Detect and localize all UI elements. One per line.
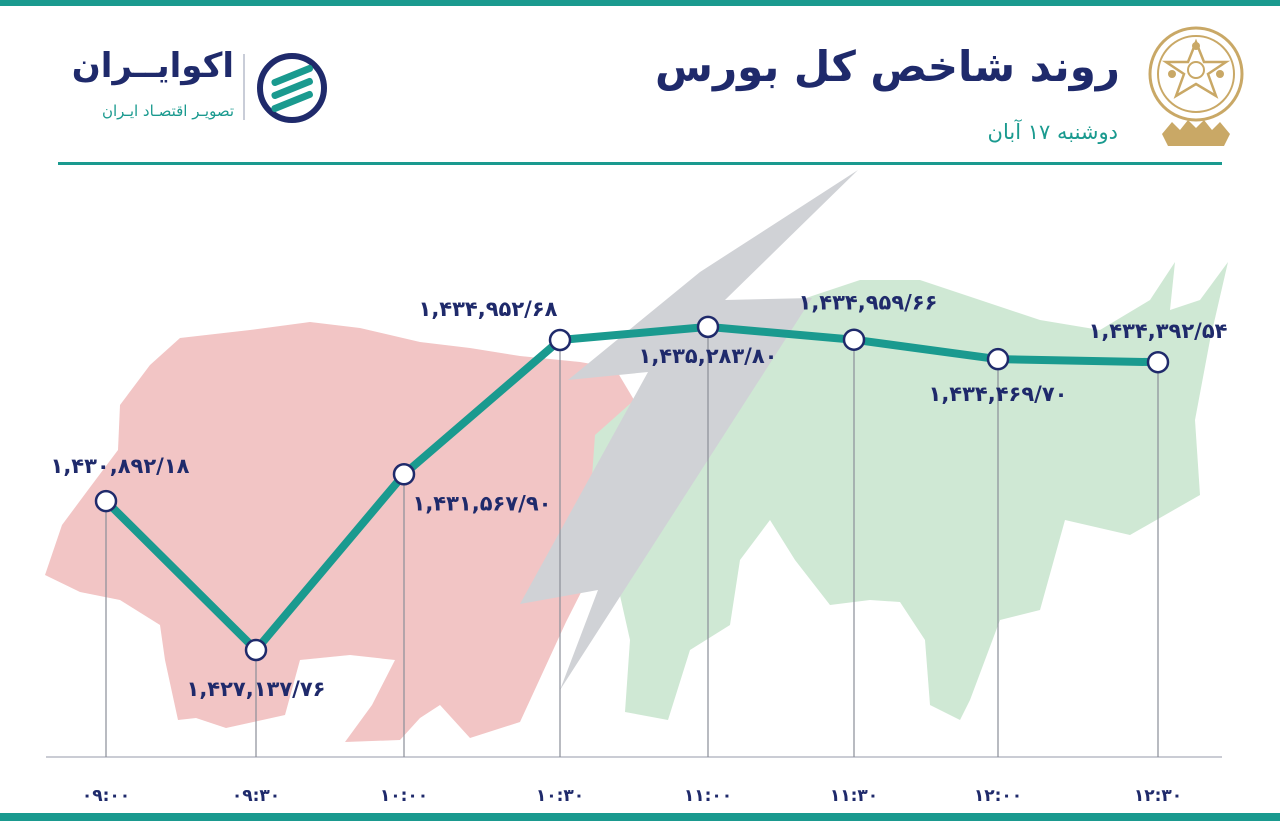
x-tick-label: ۱۱:۰۰ — [684, 786, 732, 806]
chart-date: دوشنبه ۱۷ آبان — [987, 120, 1118, 144]
x-tick-label: ۱۲:۳۰ — [1134, 786, 1182, 806]
value-label: ۱,۴۳۵,۲۸۳/۸۰ — [639, 344, 778, 368]
arrow-silhouette — [520, 170, 858, 690]
drop-lines — [105, 326, 1159, 757]
x-tick-label: ۰۹:۳۰ — [232, 786, 280, 806]
value-label: ۱,۴۳۴,۹۵۲/۶۸ — [419, 297, 558, 321]
value-label: ۱,۴۲۷,۱۳۷/۷۶ — [187, 677, 326, 701]
data-point — [548, 328, 572, 352]
x-tick-label: ۰۹:۰۰ — [82, 786, 130, 806]
chart-title: روند شاخص کل بورس — [655, 42, 1120, 91]
ecoiran-logo-icon — [257, 53, 327, 123]
header-rule — [58, 162, 1222, 165]
data-points — [94, 315, 1170, 662]
x-tick-label: ۱۱:۳۰ — [830, 786, 878, 806]
data-point — [986, 347, 1010, 371]
brand-logo: اکوایــران تصویـر اقتصـاد ایـران — [60, 40, 350, 130]
bear-silhouette — [45, 322, 640, 742]
bear-bull-icon — [45, 170, 1228, 742]
x-tick-label: ۱۰:۳۰ — [536, 786, 584, 806]
data-point — [392, 463, 416, 486]
value-labels: ۱,۴۳۰,۸۹۲/۱۸ ۱,۴۲۷,۱۳۷/۷۶ ۱,۴۳۱,۵۶۷/۹۰ ۱,۴۳… — [51, 291, 1228, 701]
value-label: ۱,۴۳۰,۸۹۲/۱۸ — [51, 454, 190, 478]
stock-exchange-seal-icon — [1148, 26, 1244, 146]
x-tick-labels: ۰۹:۰۰ ۰۹:۳۰ ۱۰:۰۰ ۱۰:۳۰ ۱۱:۰۰ ۱۱:۳۰ ۱۲:۰۰ ۱۲:۳۰ — [82, 786, 1182, 806]
x-tick-label: ۱۲:۰۰ — [974, 786, 1022, 806]
brand-name: اکوایــران — [71, 46, 234, 86]
series-line — [102, 322, 1162, 654]
value-label: ۱,۴۳۱,۵۶۷/۹۰ — [413, 491, 552, 515]
data-point — [1146, 350, 1170, 374]
data-point — [696, 315, 720, 339]
data-point — [244, 638, 268, 662]
bottom-border — [0, 813, 1280, 821]
brand-divider — [243, 54, 245, 120]
x-tick-label: ۱۰:۰۰ — [380, 786, 428, 806]
value-label: ۱,۴۳۴,۴۶۹/۷۰ — [929, 382, 1068, 406]
data-point — [842, 328, 866, 351]
top-border — [0, 0, 1280, 6]
value-label: ۱,۴۳۴,۳۹۲/۵۴ — [1089, 319, 1228, 343]
value-label: ۱,۴۳۴,۹۵۹/۶۶ — [799, 291, 938, 315]
brand-tagline: تصویـر اقتصـاد ایـران — [101, 102, 234, 120]
data-point — [94, 489, 118, 513]
